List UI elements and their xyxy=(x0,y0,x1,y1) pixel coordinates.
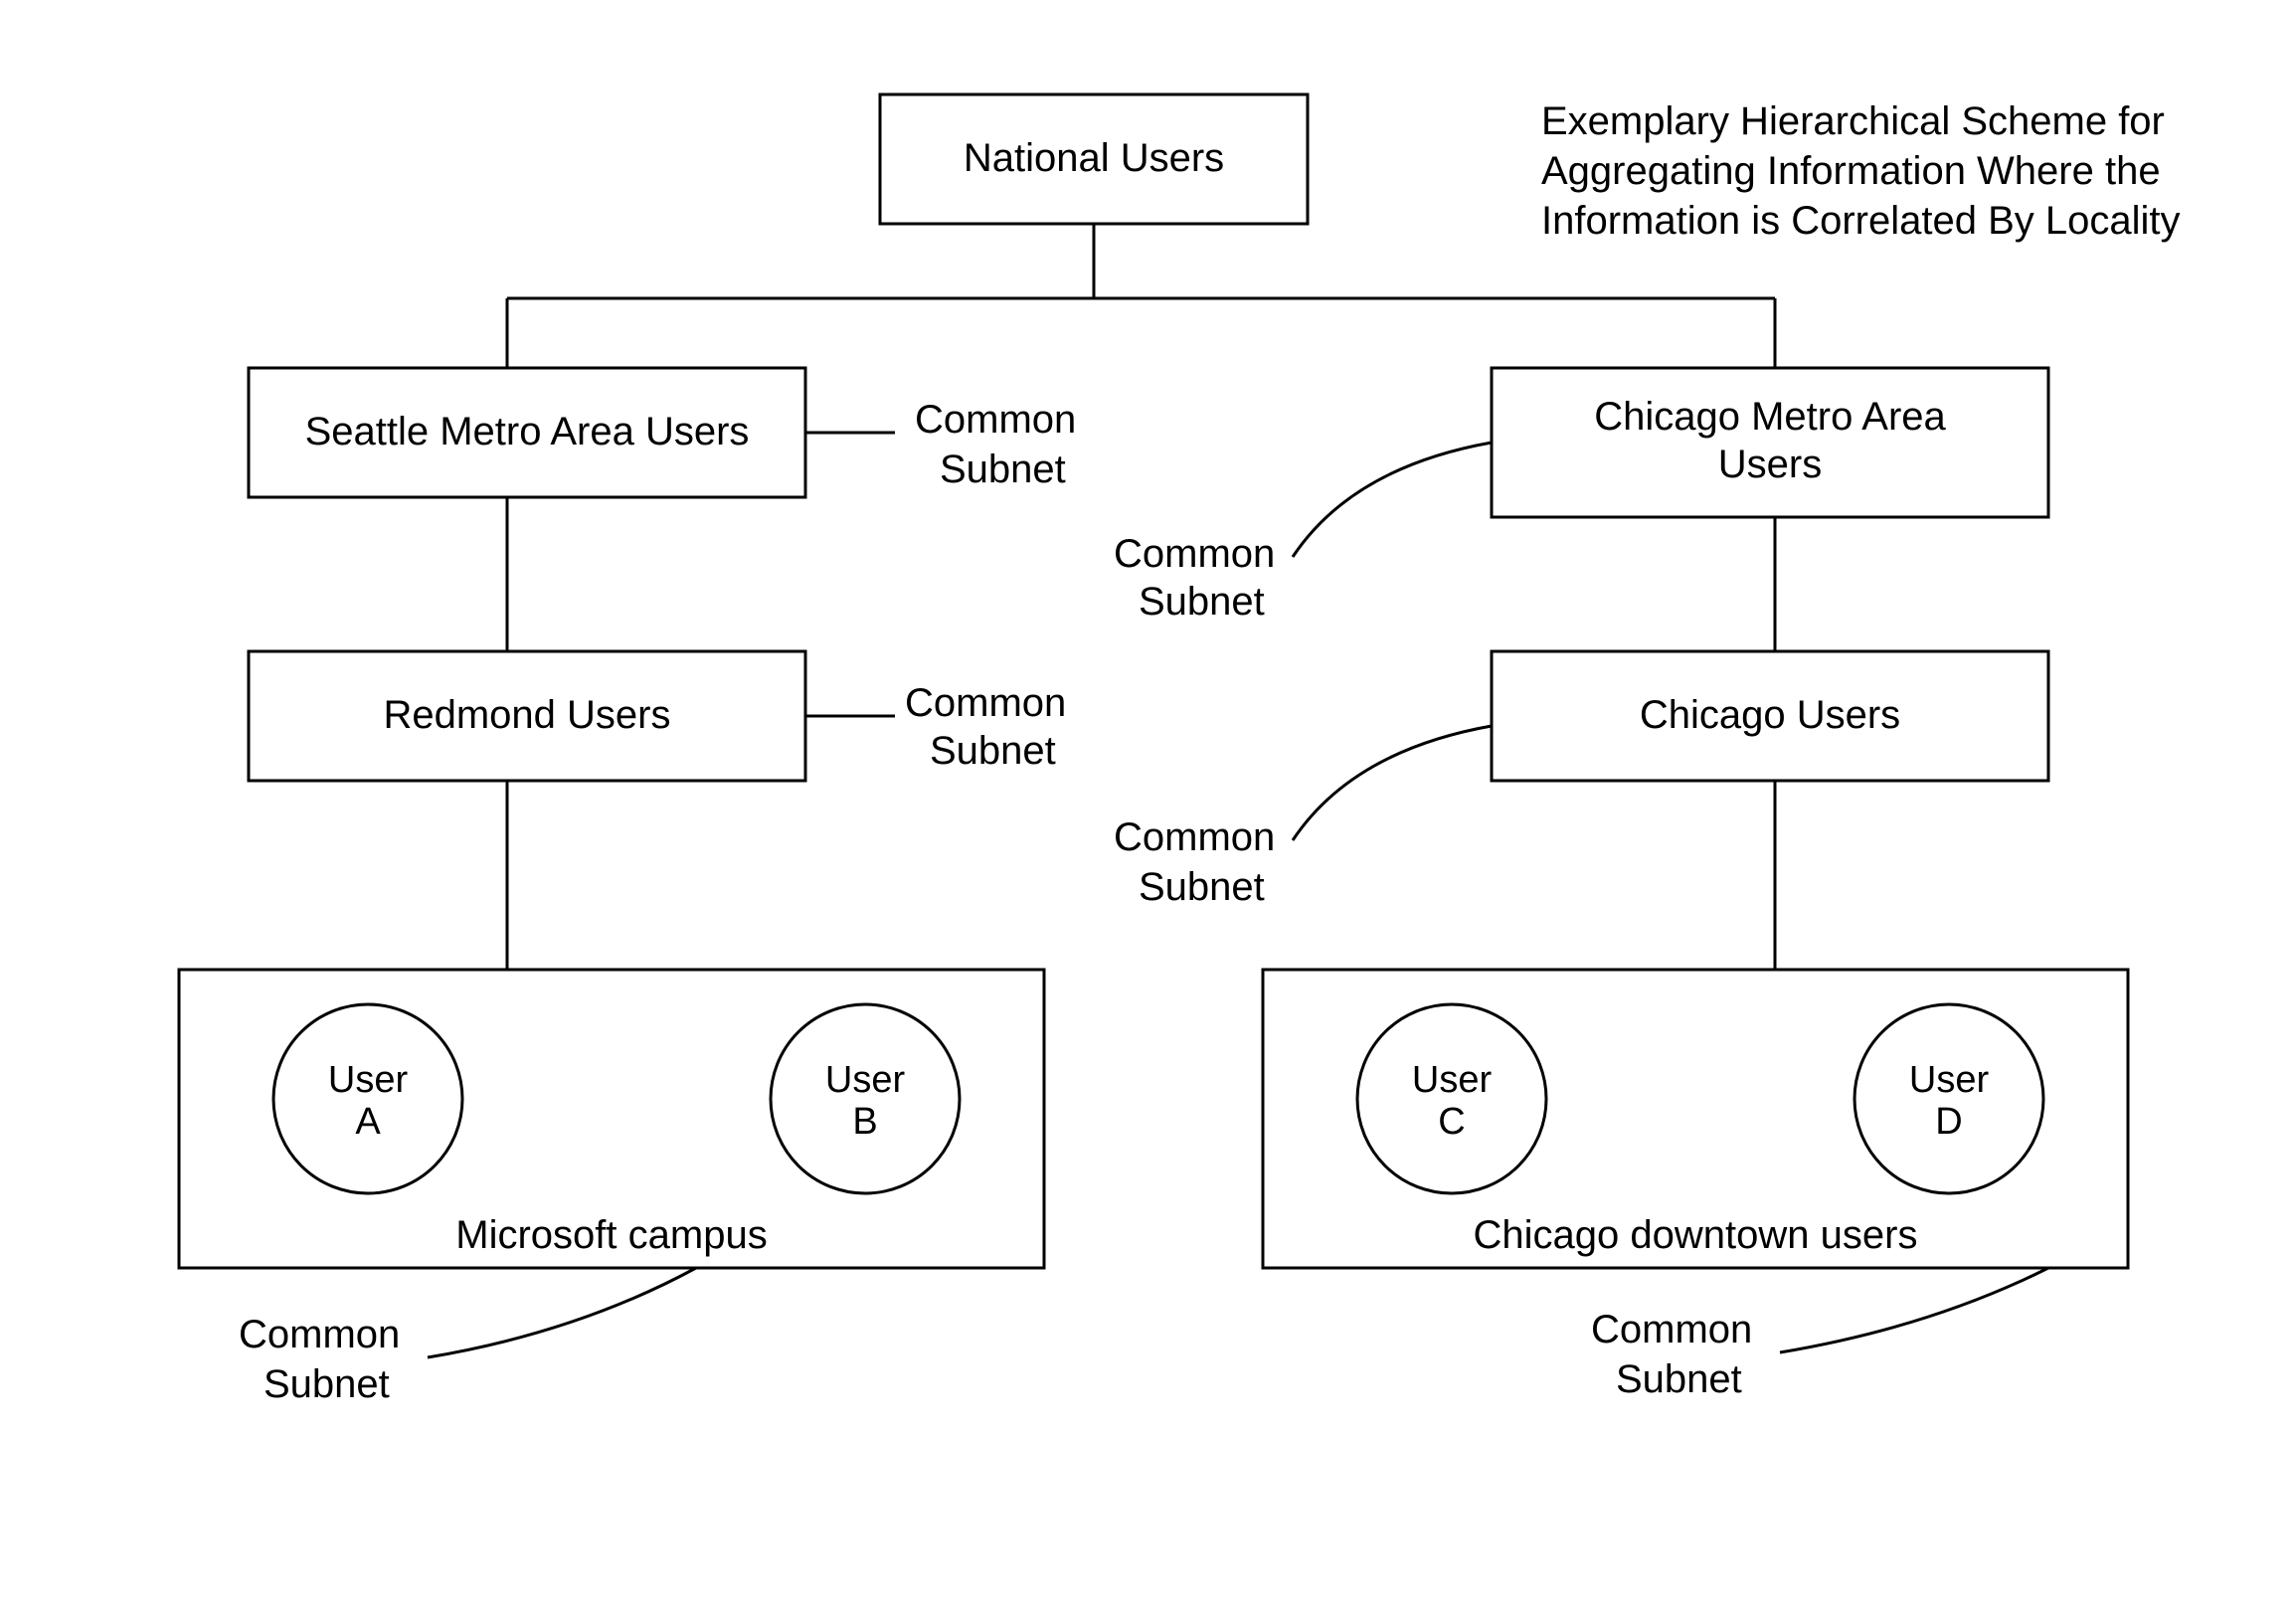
cs-tier2-left-line1: Common xyxy=(915,398,1076,442)
node-chicago-label: Chicago Users xyxy=(1640,693,1900,737)
user-b-line1: User xyxy=(825,1059,906,1101)
cs-tier2-right-line1: Common xyxy=(1114,532,1275,576)
diagram-title-line3: Information is Correlated By Locality xyxy=(1541,199,2181,243)
cs-tier3-left-line2: Subnet xyxy=(930,729,1056,773)
cs-tier3-right-curve xyxy=(1293,726,1492,840)
node-chicago-metro-label2: Users xyxy=(1718,443,1822,486)
node-ms-campus-label: Microsoft campus xyxy=(455,1213,767,1257)
cs-bottom-left-line2: Subnet xyxy=(264,1362,390,1406)
user-a-line1: User xyxy=(328,1059,409,1101)
user-a-line2: A xyxy=(355,1101,381,1143)
cs-tier3-right-line2: Subnet xyxy=(1139,865,1265,909)
cs-tier2-right-line2: Subnet xyxy=(1139,580,1265,624)
node-chicago-metro-label1: Chicago Metro Area xyxy=(1594,395,1946,439)
cs-tier3-left-line1: Common xyxy=(905,681,1066,725)
diagram-title-line2: Aggregating Information Where the xyxy=(1541,149,2161,193)
node-seattle-label: Seattle Metro Area Users xyxy=(305,410,750,453)
cs-bottom-right-line2: Subnet xyxy=(1616,1357,1742,1401)
node-redmond-label: Redmond Users xyxy=(383,693,670,737)
diagram-title-line1: Exemplary Hierarchical Scheme for xyxy=(1541,99,2165,143)
user-c-line2: C xyxy=(1438,1101,1465,1143)
cs-tier3-right-line1: Common xyxy=(1114,815,1275,859)
cs-tier2-right-curve xyxy=(1293,443,1492,557)
cs-bottom-left-curve xyxy=(428,1268,696,1357)
cs-tier2-left-line2: Subnet xyxy=(940,448,1066,491)
hierarchy-diagram: Exemplary Hierarchical Scheme for Aggreg… xyxy=(0,0,2296,1614)
cs-bottom-right-curve xyxy=(1780,1268,2048,1352)
cs-bottom-left-line1: Common xyxy=(239,1313,400,1356)
cs-bottom-right-line1: Common xyxy=(1591,1308,1752,1351)
user-d-line2: D xyxy=(1935,1101,1962,1143)
user-d-line1: User xyxy=(1909,1059,1990,1101)
user-b-line2: B xyxy=(852,1101,877,1143)
user-c-line1: User xyxy=(1412,1059,1493,1101)
node-national-label: National Users xyxy=(964,136,1224,180)
node-chi-downtown-label: Chicago downtown users xyxy=(1474,1213,1918,1257)
